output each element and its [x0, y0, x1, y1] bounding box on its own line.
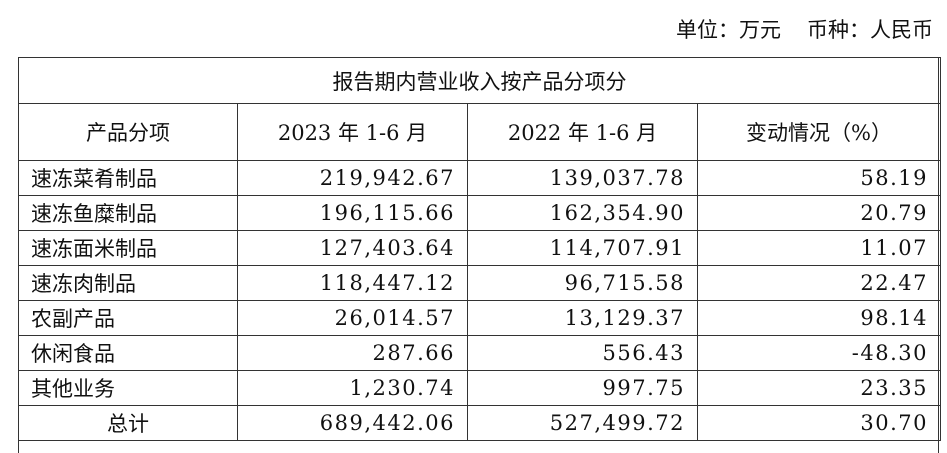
cell-value: 98.14: [697, 300, 941, 336]
row-label: 速冻鱼糜制品: [18, 195, 238, 231]
table-body: 报告期内营业收入按产品分项分 产品分项 2023 年 1-6 月 2022 年 1-…: [18, 57, 941, 441]
column-header: 变动情况（%）: [697, 103, 941, 161]
cell-value: -48.30: [697, 335, 941, 371]
row-label: 农副产品: [18, 300, 238, 336]
data-row: 速冻鱼糜制品 196,115.66 162,354.90 20.79: [18, 195, 941, 231]
cell-value: 127,403.64: [237, 230, 468, 266]
column-header: 2022 年 1-6 月: [467, 103, 698, 161]
cell-value: 118,447.12: [237, 265, 468, 301]
unit: 单位：万元: [676, 18, 781, 42]
cell-value: 997.75: [467, 370, 698, 406]
cell-value: 139,037.78: [467, 160, 698, 196]
unit-line: 单位：万元 币种：人民币: [650, 14, 933, 46]
cell-value: 689,442.06: [237, 405, 468, 441]
row-label: 总计: [18, 405, 238, 441]
row-label: 其他业务: [18, 370, 238, 406]
cell-value: 527,499.72: [467, 405, 698, 441]
data-row: 农副产品 26,014.57 13,129.37 98.14: [18, 300, 941, 336]
row-label: 速冻面米制品: [18, 230, 238, 266]
row-label: 速冻菜肴制品: [18, 160, 238, 196]
data-row: 总计 689,442.06 527,499.72 30.70: [18, 405, 941, 441]
data-row: 其他业务 1,230.74 997.75 23.35: [18, 370, 941, 406]
cell-value: 30.70: [697, 405, 941, 441]
cell-value: 287.66: [237, 335, 468, 371]
cell-value: 1,230.74: [237, 370, 468, 406]
cell-value: 219,942.67: [237, 160, 468, 196]
column-header: 产品分项: [18, 103, 238, 161]
data-row: 速冻菜肴制品 219,942.67 139,037.78 58.19: [18, 160, 941, 196]
data-row: 休闲食品 287.66 556.43 -48.30: [18, 335, 941, 371]
column-header: 2023 年 1-6 月: [237, 103, 468, 161]
cell-value: 11.07: [697, 230, 941, 266]
row-label: 速冻肉制品: [18, 265, 238, 301]
cell-value: 23.35: [697, 370, 941, 406]
cell-value: 13,129.37: [467, 300, 698, 336]
cell-value: 556.43: [467, 335, 698, 371]
cell-value: 22.47: [697, 265, 941, 301]
table-title: 报告期内营业收入按产品分项分: [18, 57, 941, 104]
cell-value: 196,115.66: [237, 195, 468, 231]
data-row: 速冻面米制品 127,403.64 114,707.91 11.07: [18, 230, 941, 266]
cell-value: 20.79: [697, 195, 941, 231]
cell-value: 26,014.57: [237, 300, 468, 336]
title-row: 报告期内营业收入按产品分项分: [18, 57, 941, 104]
cell-value: 58.19: [697, 160, 941, 196]
currency: 币种：人民币: [807, 18, 933, 42]
header-row: 产品分项 2023 年 1-6 月 2022 年 1-6 月变动情况（%）: [18, 103, 941, 161]
cell-value: 162,354.90: [467, 195, 698, 231]
cell-value: 96,715.58: [467, 265, 698, 301]
row-label: 休闲食品: [18, 335, 238, 371]
data-row: 速冻肉制品 118,447.12 96,715.58 22.47: [18, 265, 941, 301]
revenue-table: 报告期内营业收入按产品分项分 产品分项 2023 年 1-6 月 2022 年 1-…: [18, 57, 941, 441]
cell-value: 114,707.91: [467, 230, 698, 266]
